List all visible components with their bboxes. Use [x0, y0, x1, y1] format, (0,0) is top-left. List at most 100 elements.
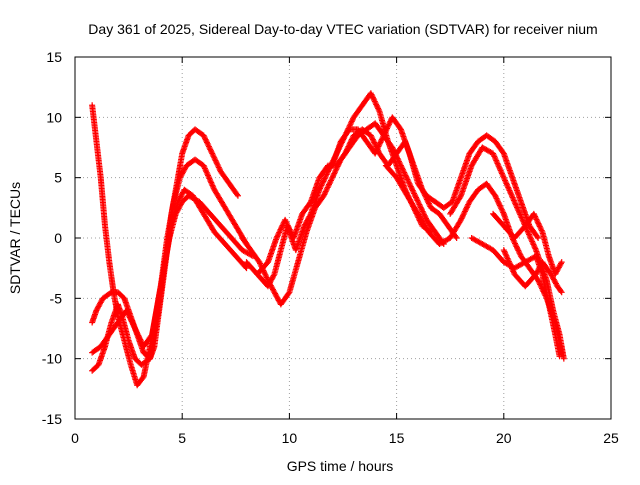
data-point-marker: [207, 146, 214, 153]
data-point-marker: [460, 211, 467, 218]
data-point-marker: [209, 150, 216, 157]
data-point-marker: [496, 202, 503, 209]
data-point-marker: [533, 216, 540, 223]
data-point-marker: [512, 241, 519, 248]
data-point-marker: [401, 169, 408, 176]
data-point-marker: [276, 228, 283, 235]
data-point-marker: [130, 321, 137, 328]
data-point-marker: [370, 95, 377, 102]
data-point-marker: [342, 150, 349, 157]
data-point-marker: [381, 131, 388, 138]
data-point-marker: [382, 129, 389, 136]
data-point-marker: [348, 119, 355, 126]
data-point-marker: [372, 99, 379, 106]
data-point-marker: [407, 183, 414, 190]
series-track-11: [468, 235, 563, 360]
data-point-marker: [538, 227, 545, 234]
data-point-marker: [412, 193, 419, 200]
data-point-marker: [328, 176, 335, 183]
data-point-marker: [413, 194, 420, 201]
data-point-marker: [496, 201, 503, 208]
data-point-marker: [278, 225, 285, 232]
data-point-marker: [373, 101, 380, 108]
data-point-marker: [380, 133, 387, 140]
data-point-marker: [426, 202, 433, 209]
data-point-marker: [320, 178, 327, 185]
data-point-marker: [415, 200, 422, 207]
data-point-marker: [344, 144, 351, 151]
data-point-marker: [495, 199, 502, 206]
data-point-marker: [403, 173, 410, 180]
data-point-marker: [205, 143, 212, 150]
series-track-4: [89, 156, 250, 356]
data-point-marker: [379, 135, 386, 142]
data-point-marker: [148, 332, 155, 339]
data-point-marker: [420, 211, 427, 218]
data-point-marker: [234, 191, 241, 198]
data-point-marker: [422, 214, 429, 221]
data-point-marker: [132, 325, 139, 332]
data-point-marker: [413, 196, 420, 203]
data-point-marker: [514, 246, 521, 253]
y-tick-label: 0: [54, 230, 62, 246]
data-point-marker: [461, 208, 468, 215]
data-point-marker: [534, 217, 541, 224]
data-point-marker: [532, 215, 539, 222]
data-point-marker: [327, 177, 334, 184]
data-point-marker: [369, 92, 376, 99]
data-point-marker: [417, 202, 424, 209]
data-point-marker: [213, 160, 220, 167]
data-point-marker: [405, 177, 412, 184]
data-point-marker: [345, 143, 352, 150]
data-point-marker: [492, 192, 499, 199]
data-point-marker: [126, 314, 133, 321]
y-tick-label: -15: [42, 411, 62, 427]
data-point-marker: [275, 230, 282, 237]
data-point-marker: [378, 136, 385, 143]
data-point-marker: [270, 272, 277, 279]
data-point-marker: [368, 133, 375, 140]
data-point-marker: [557, 260, 564, 267]
data-point-marker: [284, 222, 291, 229]
x-tick-label: 25: [603, 430, 619, 446]
data-point-marker: [499, 208, 506, 215]
data-point-marker: [285, 223, 292, 230]
data-point-marker: [384, 124, 391, 131]
data-point-marker: [368, 91, 375, 98]
data-point-marker: [276, 229, 283, 236]
data-point-marker: [375, 105, 382, 112]
data-point-marker: [286, 226, 293, 233]
data-point-marker: [139, 374, 146, 381]
x-tick-label: 5: [178, 430, 186, 446]
data-point-marker: [201, 133, 208, 140]
data-point-marker: [262, 273, 269, 280]
data-point-marker: [513, 244, 520, 251]
data-point-marker: [134, 331, 141, 338]
data-point-marker: [558, 259, 565, 266]
data-point-marker: [369, 94, 376, 101]
data-point-marker: [493, 195, 500, 202]
data-point-marker: [372, 150, 379, 157]
data-point-marker: [406, 180, 413, 187]
data-point-marker: [397, 125, 404, 132]
data-point-marker: [215, 164, 222, 171]
data-point-marker: [326, 180, 333, 187]
x-tick-label: 15: [389, 430, 405, 446]
data-point-marker: [325, 181, 332, 188]
data-point-marker: [285, 290, 292, 297]
data-point-marker: [278, 223, 285, 230]
data-point-marker: [375, 106, 382, 113]
grid-layer: [75, 57, 611, 419]
data-point-marker: [209, 151, 216, 158]
data-point-marker: [411, 191, 418, 198]
data-point-marker: [462, 207, 469, 214]
data-point-marker: [405, 179, 412, 186]
data-point-marker: [557, 288, 564, 295]
data-point-marker: [367, 90, 374, 97]
data-point-marker: [512, 240, 519, 247]
data-point-marker: [130, 322, 137, 329]
data-point-marker: [384, 125, 391, 132]
data-point-marker: [463, 204, 470, 211]
data-point-marker: [372, 149, 379, 156]
